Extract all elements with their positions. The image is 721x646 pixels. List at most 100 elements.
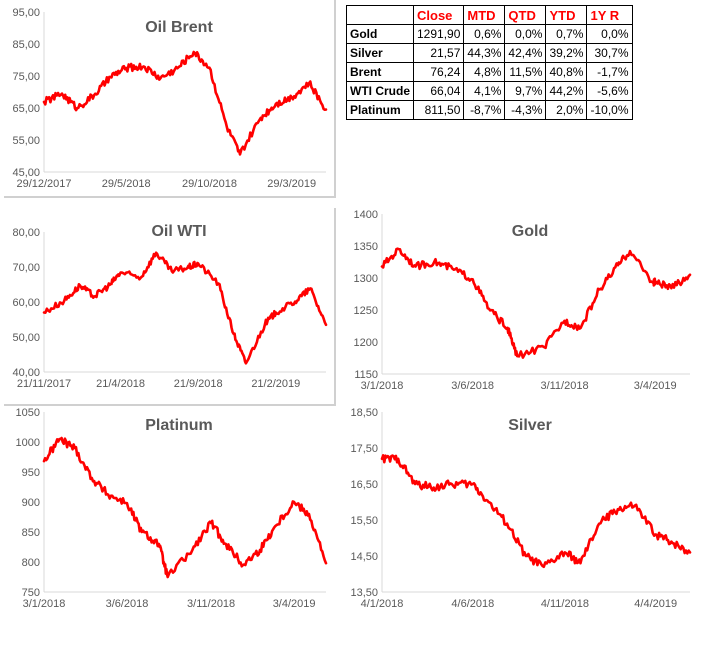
silver-price-line: [380, 453, 692, 569]
y-tick-label: 1300: [354, 273, 378, 285]
chart-title: Oil Brent: [145, 19, 213, 36]
x-tick-label: 4/4/2019: [634, 598, 677, 610]
mtd-value: -8,7%: [463, 100, 506, 120]
y-tick-label: 50,00: [12, 332, 40, 344]
x-tick-label: 3/11/2018: [187, 598, 235, 610]
mtd-value: 44,3%: [463, 43, 506, 63]
x-tick-label: 3/4/2019: [273, 598, 316, 610]
chart-title: Oil WTI: [151, 223, 206, 240]
table-header-row: Close MTD QTD YTD 1Y R: [346, 5, 633, 25]
y-tick-label: 900: [22, 497, 40, 509]
platinum-price-line: [42, 436, 328, 579]
y-tick-label: 75,00: [12, 71, 40, 83]
x-tick-label: 3/1/2018: [23, 598, 66, 610]
header-cell: MTD: [463, 5, 506, 25]
x-tick-label: 3/1/2018: [361, 380, 404, 392]
qtd-value: 0,0%: [504, 24, 547, 44]
y-tick-label: 1150: [354, 369, 378, 381]
qtd-value: -4,3%: [504, 100, 547, 120]
y-tick-label: 40,00: [12, 367, 40, 379]
qtd-value: 42,4%: [504, 43, 547, 63]
one-year-return-value: -1,7%: [586, 62, 633, 82]
x-tick-label: 3/4/2019: [634, 380, 677, 392]
y-tick-label: 1050: [16, 407, 40, 419]
gold-price-line: [380, 247, 692, 359]
commodity-name: Brent: [346, 62, 414, 82]
header-cell: YTD: [545, 5, 588, 25]
gold-chart: 1150 1200 1250 1300 1350 1400 3/1/2018 3/6/2018…: [354, 209, 692, 392]
commodity-name: Silver: [346, 43, 414, 63]
x-tick-label: 21/2/2019: [251, 378, 300, 390]
x-tick-label: 21/9/2018: [174, 378, 223, 390]
qtd-value: 11,5%: [504, 62, 547, 82]
x-tick-label: 29/12/2017: [16, 178, 71, 190]
y-tick-label: 65,00: [12, 103, 40, 115]
platinum-chart: 750 800 850 900 950 1000 1050 3/1/2018 3/6/2018 3…: [16, 407, 328, 610]
mtd-value: 4,8%: [463, 62, 506, 82]
mtd-value: 4,1%: [463, 81, 506, 101]
chart-title: Gold: [512, 223, 548, 240]
x-tick-label: 29/3/2019: [267, 178, 316, 190]
ytd-value: 39,2%: [545, 43, 588, 63]
commodity-name: Platinum: [346, 100, 414, 120]
header-cell: [346, 5, 414, 25]
brent-price-line: [42, 50, 328, 156]
y-tick-label: 1250: [354, 305, 378, 317]
y-tick-label: 85,00: [12, 39, 40, 51]
x-tick-label: 29/10/2018: [182, 178, 237, 190]
chart-title: Platinum: [145, 417, 213, 434]
close-value: 66,04: [412, 81, 465, 101]
y-tick-label: 1400: [354, 209, 378, 221]
y-tick-label: 16,50: [350, 479, 378, 491]
gold-chart-panel: 1150 1200 1250 1300 1350 1400 3/1/2018 3/6/2018…: [340, 208, 700, 404]
table-row: Brent 76,24 4,8% 11,5% 40,8% -1,7%: [346, 62, 633, 82]
y-tick-label: 1200: [354, 337, 378, 349]
table-row: Platinum 811,50 -8,7% -4,3% 2,0% -10,0%: [346, 100, 633, 120]
y-tick-label: 13,50: [350, 587, 378, 599]
qtd-value: 9,7%: [504, 81, 547, 101]
header-cell: Close: [412, 5, 465, 25]
x-tick-label: 4/1/2018: [361, 598, 404, 610]
wti-chart-panel: 40,00 50,00 60,00 70,00 80,00 21/11/2017 21/4/…: [4, 208, 334, 404]
y-tick-label: 55,00: [12, 135, 40, 147]
x-tick-label: 29/5/2018: [102, 178, 151, 190]
table-row: Gold 1291,90 0,6% 0,0% 0,7% 0,0%: [346, 24, 633, 44]
brent-chart-panel: 45,00 55,00 65,00 75,00 85,00 95,00 29/12/2017…: [4, 0, 334, 196]
one-year-return-value: 0,0%: [586, 24, 633, 44]
y-tick-label: 15,50: [350, 515, 378, 527]
y-tick-label: 800: [22, 557, 40, 569]
x-tick-label: 3/6/2018: [451, 380, 494, 392]
y-tick-label: 45,00: [12, 167, 40, 179]
ytd-value: 0,7%: [545, 24, 588, 44]
wti-price-line: [42, 251, 328, 365]
table-row: Silver 21,57 44,3% 42,4% 39,2% 30,7%: [346, 43, 633, 63]
header-cell: 1Y R: [586, 5, 633, 25]
brent-chart: 45,00 55,00 65,00 75,00 85,00 95,00 29/12/2017…: [12, 7, 328, 190]
x-tick-label: 4/6/2018: [451, 598, 494, 610]
y-tick-label: 950: [22, 467, 40, 479]
close-value: 21,57: [412, 43, 465, 63]
ytd-value: 2,0%: [545, 100, 588, 120]
wti-chart: 40,00 50,00 60,00 70,00 80,00 21/11/2017 21/4/…: [12, 223, 328, 390]
x-tick-label: 4/11/2018: [541, 598, 589, 610]
one-year-return-value: -5,6%: [586, 81, 633, 101]
x-tick-label: 3/11/2018: [540, 380, 588, 392]
platinum-chart-panel: 750 800 850 900 950 1000 1050 3/1/2018 3/6/2018 3…: [4, 406, 334, 620]
commodity-name: Gold: [346, 24, 414, 44]
y-tick-label: 18,50: [350, 407, 378, 419]
y-tick-label: 750: [22, 587, 40, 599]
x-tick-label: 3/6/2018: [106, 598, 149, 610]
y-tick-label: 1000: [16, 437, 40, 449]
commodity-name: WTI Crude: [346, 81, 414, 101]
close-value: 811,50: [412, 100, 465, 120]
close-value: 1291,90: [412, 24, 465, 44]
one-year-return-value: 30,7%: [586, 43, 633, 63]
x-tick-label: 21/11/2017: [17, 378, 71, 390]
silver-chart-panel: 13,50 14,50 15,50 16,50 17,50 18,50 4/1/2018 4/…: [340, 406, 700, 620]
ytd-value: 40,8%: [545, 62, 588, 82]
y-tick-label: 95,00: [12, 7, 40, 19]
y-tick-label: 80,00: [12, 227, 40, 239]
silver-chart: 13,50 14,50 15,50 16,50 17,50 18,50 4/1/2018 4/…: [350, 407, 692, 610]
y-tick-label: 17,50: [350, 443, 378, 455]
header-cell: QTD: [504, 5, 547, 25]
